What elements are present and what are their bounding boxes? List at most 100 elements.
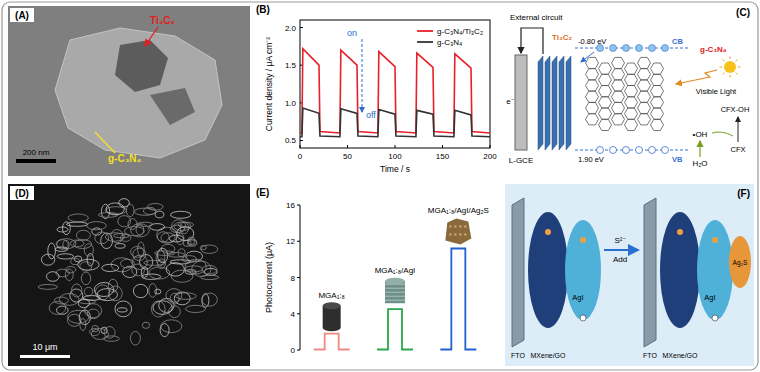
texture	[180, 222, 188, 233]
reaction-arrow	[712, 132, 733, 136]
mxene-go	[528, 212, 568, 328]
label: CB	[672, 37, 683, 46]
panel-b: (B)0501001502000.51.01.52.0Time / sCurre…	[256, 4, 497, 174]
ti3c2-layer	[566, 56, 571, 150]
texture	[104, 336, 120, 341]
texture	[83, 296, 100, 301]
lattice-cell	[599, 108, 612, 119]
label: AgI	[572, 293, 583, 302]
y-tick	[300, 140, 303, 141]
lattice-cell	[612, 91, 625, 102]
label: Visible Light	[696, 87, 737, 96]
texture	[80, 262, 92, 271]
texture	[55, 247, 67, 251]
figure-frame	[2, 2, 758, 370]
label: S²⁻	[615, 236, 626, 245]
electron	[662, 45, 669, 52]
lattice-cell	[586, 57, 599, 68]
stripe	[385, 300, 405, 301]
texture	[168, 253, 185, 258]
hole	[636, 147, 643, 154]
texture	[153, 301, 172, 315]
y-tick-label: 2.0	[285, 24, 297, 33]
pulse	[377, 309, 413, 349]
grain	[464, 233, 467, 236]
label: •OH	[693, 130, 708, 139]
label: Ti₃C₂	[552, 33, 572, 42]
panel-ground	[505, 184, 754, 366]
transfer-arrow	[581, 52, 594, 62]
y-tick-label: 8	[291, 274, 296, 283]
y-tick-label: 4	[291, 310, 296, 319]
texture	[157, 232, 169, 242]
texture	[188, 240, 197, 246]
annotation: on	[347, 28, 357, 38]
y-tick-label: 12	[286, 237, 295, 246]
texture	[166, 263, 184, 276]
texture	[59, 294, 79, 306]
legend-swatch	[417, 41, 433, 43]
hole	[623, 147, 630, 154]
legend-swatch	[417, 30, 433, 32]
y-title: Current density / μA cm⁻²	[264, 37, 274, 132]
label: L-GCE	[509, 156, 533, 165]
lattice-cell	[638, 91, 651, 102]
label: -0.80 eV	[578, 37, 606, 46]
label: g-C₃N₄	[108, 153, 142, 164]
agi	[565, 220, 601, 320]
lattice-cell	[638, 102, 651, 113]
texture	[172, 220, 186, 233]
texture	[115, 244, 125, 249]
x-tick-label: 150	[436, 152, 450, 161]
label: CFX	[731, 145, 746, 154]
texture	[131, 247, 145, 258]
texture	[72, 284, 82, 297]
texture	[192, 261, 211, 276]
x-tick	[300, 145, 301, 148]
sample-image	[385, 278, 405, 304]
label: MXene/GO	[530, 352, 566, 359]
texture	[131, 224, 150, 237]
sample-image	[323, 302, 341, 331]
texture	[183, 240, 191, 246]
label: 200 nm	[23, 148, 50, 157]
lattice-cell	[638, 69, 651, 80]
lattice-cell	[638, 114, 651, 125]
hole	[662, 147, 669, 154]
sun-ray	[723, 60, 725, 62]
scale-bar	[20, 355, 70, 358]
lattice-cell	[599, 119, 612, 130]
panel-letter: (F)	[737, 188, 750, 199]
grain	[454, 225, 457, 228]
legend-label: g-C₃N₄	[437, 38, 462, 47]
sun-ray	[723, 73, 725, 75]
sun-ray	[736, 73, 738, 75]
electron	[623, 45, 630, 52]
lattice-cell	[586, 80, 599, 91]
hole	[580, 315, 586, 321]
legend-label: g-C₃N₄/Ti₃C₂	[437, 27, 483, 36]
y-tick	[297, 205, 300, 206]
texture	[201, 245, 218, 253]
lattice-cell	[612, 69, 625, 80]
texture	[113, 234, 129, 238]
texture	[155, 289, 161, 294]
electron	[545, 229, 551, 235]
series-group	[300, 49, 490, 137]
label: FTO	[643, 352, 657, 359]
texture	[171, 211, 191, 218]
plot-frame	[300, 20, 490, 148]
x-tick-label: 50	[343, 152, 352, 161]
lattice-cell	[638, 80, 651, 91]
pulse-group	[314, 249, 477, 350]
panel-letter: (E)	[256, 187, 269, 198]
cylinder-bottom	[323, 324, 341, 331]
lattice-cell	[599, 63, 612, 74]
panel-e: (E)0481216Photocurrent (μA)MGA₁:₈MGA₁:₈/…	[256, 187, 489, 355]
texture	[169, 235, 183, 242]
texture	[160, 324, 169, 337]
texture	[161, 244, 175, 253]
texture	[109, 286, 123, 301]
texture	[130, 331, 140, 345]
pointer	[145, 27, 158, 46]
